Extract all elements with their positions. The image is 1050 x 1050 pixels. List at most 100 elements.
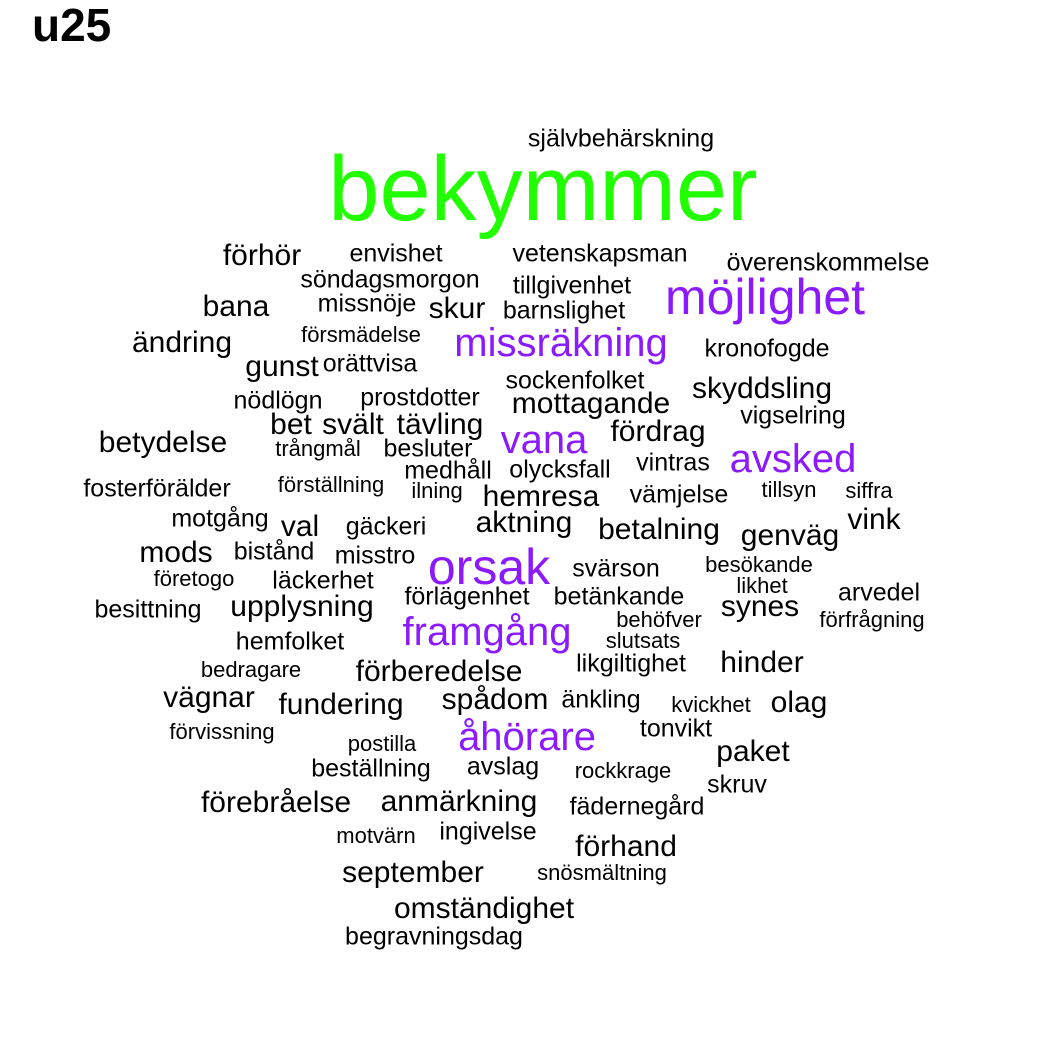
word-sockenfolket: sockenfolket (505, 366, 645, 395)
word-forstallning: förställning (277, 472, 385, 497)
word-behofver: behöfver (616, 607, 702, 632)
word-ingivelse: ingivelse (439, 817, 537, 846)
word-lackerhet: läckerhet (272, 566, 374, 595)
word-genvag: genväg (740, 519, 840, 552)
word-ankling: änkling (561, 685, 641, 714)
word-betankande: betänkande (553, 582, 685, 611)
word-bekymmer: bekymmer (328, 138, 758, 240)
word-mojlighet: möjlighet (664, 269, 866, 325)
word-avslag: avslag (466, 752, 540, 781)
word-tillgivenhet: tillgivenhet (512, 271, 632, 300)
word-forlagenhet: förlägenhet (404, 582, 530, 611)
word-ilning: ilning (411, 478, 463, 503)
word-orattvisa: orättvisa (322, 349, 418, 378)
word-hemfolket: hemfolket (235, 627, 345, 656)
word-forsmadelse: försmädelse (301, 322, 421, 347)
word-spadom: spådom (441, 683, 549, 716)
word-ahorare: åhörare (458, 715, 596, 759)
word-orsak: orsak (427, 539, 551, 595)
word-andring: ändring (131, 326, 233, 359)
word-olycksfall: olycksfall (509, 455, 611, 484)
word-snosmaltning: snösmältning (537, 860, 667, 885)
word-gackeri: gäckeri (345, 512, 427, 541)
word-paket: paket (716, 735, 790, 768)
word-motgang: motgång (171, 504, 269, 533)
word-envishet: envishet (349, 239, 443, 268)
word-fadernegard: fädernegård (569, 792, 705, 821)
word-betalning: betalning (598, 513, 720, 546)
word-aktning: aktning (475, 506, 573, 539)
word-likgiltighet: likgiltighet (576, 649, 686, 678)
word-omstandighet: omständighet (393, 892, 575, 925)
word-nodlogn: nödlögn (233, 386, 323, 415)
word-sjalvbeharskning: självbehärskning (527, 124, 715, 153)
word-besluter: besluter (383, 434, 473, 463)
word-bet: bet (270, 408, 312, 441)
word-vink: vink (847, 503, 901, 536)
word-kvickhet: kvickhet (671, 692, 751, 717)
word-begravningsdag: begravningsdag (345, 922, 523, 951)
word-bistand: bistånd (233, 537, 315, 566)
word-tonvikt: tonvikt (639, 714, 713, 743)
word-vetenskapsman: vetenskapsman (512, 239, 688, 268)
word-prostdotter: prostdotter (360, 383, 480, 412)
word-fosterforalder: fosterförälder (83, 474, 231, 503)
word-mottagande: mottagande (511, 387, 671, 420)
word-avsked: avsked (729, 437, 857, 481)
word-trangmal: trångmål (275, 436, 361, 461)
word-upplysning: upplysning (230, 590, 374, 623)
word-arvedel: arvedel (838, 578, 920, 607)
word-forhor: förhör (222, 239, 302, 272)
word-slutsats: slutsats (605, 628, 681, 653)
word-val: val (280, 510, 320, 543)
word-skyddsling: skyddsling (691, 372, 833, 405)
word-overenskommelse: överenskommelse (726, 248, 930, 277)
word-foretogo: företogo (153, 566, 235, 591)
word-svalt: svält (322, 408, 384, 441)
word-siffra: siffra (845, 478, 893, 503)
word-kronofogde: kronofogde (704, 334, 830, 363)
word-hinder: hinder (720, 646, 804, 679)
word-sondagsmorgon: söndagsmorgon (300, 265, 480, 294)
word-forberedelse: förberedelse (355, 655, 523, 688)
word-svarson: svärson (572, 554, 660, 583)
word-bestallning: beställning (311, 754, 431, 783)
word-fundering: fundering (278, 688, 404, 721)
word-besokande: besökande (705, 552, 813, 577)
word-mods: mods (139, 536, 213, 569)
word-likhet: likhet (736, 573, 788, 598)
word-betydelse: betydelse (98, 426, 228, 459)
word-vana: vana (500, 418, 588, 462)
word-gunst: gunst (245, 350, 319, 383)
word-fordrag: fördrag (610, 415, 706, 448)
word-bana: bana (202, 290, 270, 323)
word-tavling: tävling (396, 408, 484, 441)
word-vigselring: vigselring (740, 401, 846, 430)
word-olag: olag (770, 686, 828, 719)
word-september: september (342, 856, 484, 889)
word-skruv: skruv (707, 770, 767, 799)
word-misstro: misstro (334, 541, 416, 570)
word-skur: skur (428, 292, 486, 325)
word-tillsyn: tillsyn (761, 477, 817, 502)
word-rockkrage: rockkrage (574, 758, 672, 783)
word-motvarn: motvärn (336, 823, 416, 848)
page-title: u25 (32, 0, 112, 51)
word-besittning: besittning (94, 595, 202, 624)
word-medhall: medhåll (404, 456, 492, 485)
word-framgang: framgång (402, 610, 572, 654)
word-hemresa: hemresa (482, 480, 600, 513)
word-barnslighet: barnslighet (502, 296, 626, 325)
word-forfragning: förfrågning (819, 607, 925, 632)
word-vintras: vintras (636, 448, 710, 477)
word-vagnar: vägnar (163, 681, 255, 714)
word-missrakning: missräkning (454, 321, 668, 365)
word-anmarkning: anmärkning (380, 785, 538, 818)
word-vamjelse: vämjelse (629, 480, 729, 509)
word-synes: synes (720, 590, 800, 623)
word-missnoje: missnöje (317, 289, 417, 318)
word-bedragare: bedragare (200, 657, 302, 682)
word-postilla: postilla (347, 731, 417, 756)
word-forhand: förhand (575, 830, 677, 863)
